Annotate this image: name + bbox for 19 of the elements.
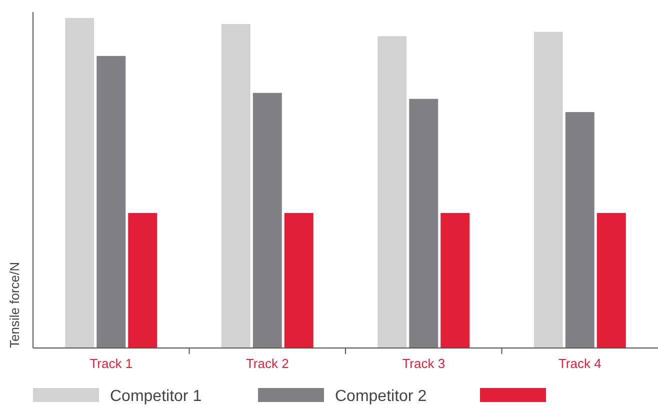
bar — [409, 98, 438, 348]
bar — [596, 213, 626, 348]
x-tick-label: Track 1 — [90, 356, 133, 371]
bar — [221, 24, 250, 348]
bar — [284, 213, 314, 348]
bar — [96, 56, 126, 348]
bar — [565, 112, 594, 348]
bar — [534, 32, 563, 348]
bar — [440, 213, 470, 348]
x-tick-label: Track 3 — [402, 356, 446, 371]
bar — [378, 36, 407, 348]
x-tick-label: Track 2 — [246, 356, 289, 371]
bar — [128, 213, 158, 348]
bar — [65, 18, 94, 348]
y-axis-title: Tensile force/N — [7, 262, 22, 348]
legend-label: Competitor 2 — [335, 388, 427, 405]
bar — [252, 92, 282, 348]
x-tick-label: Track 4 — [558, 356, 602, 371]
legend-label: Competitor 1 — [110, 388, 202, 405]
